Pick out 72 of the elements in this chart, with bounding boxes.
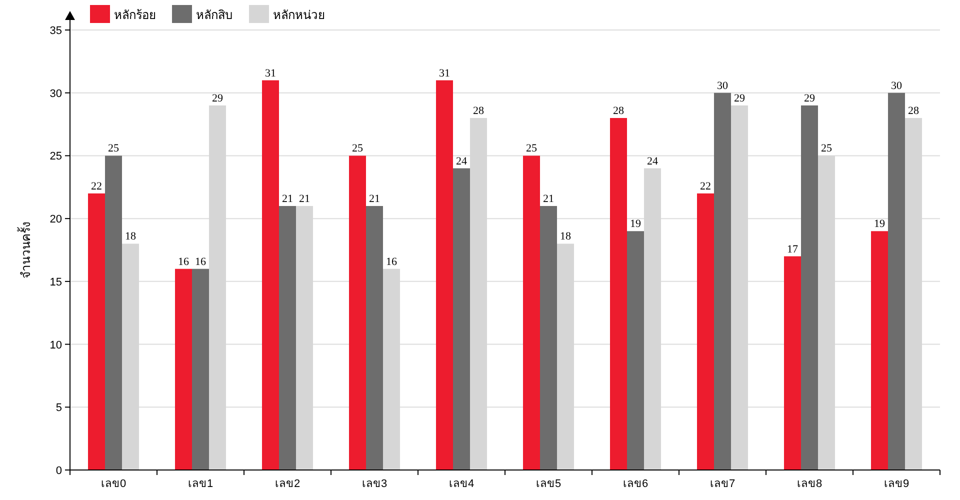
data-label: 24 bbox=[647, 155, 658, 168]
data-label: 19 bbox=[630, 218, 642, 230]
bar bbox=[714, 92, 731, 470]
data-label: 30 bbox=[717, 80, 728, 92]
data-label: 28 bbox=[908, 105, 920, 117]
y-tick-label: 25 bbox=[50, 150, 62, 163]
data-label: 18 bbox=[560, 230, 572, 243]
x-tick-label: เลข0 bbox=[100, 478, 126, 490]
bar bbox=[697, 193, 714, 470]
x-tick-label: เลข6 bbox=[622, 478, 648, 490]
y-tick-label: 10 bbox=[50, 339, 62, 352]
data-label: 29 bbox=[804, 92, 816, 104]
bar bbox=[175, 268, 192, 470]
bar bbox=[279, 206, 296, 470]
x-tick-label: เลข9 bbox=[884, 478, 910, 490]
legend-label: หลักร้อย bbox=[114, 8, 156, 22]
data-label: 29 bbox=[212, 92, 224, 104]
bar bbox=[610, 118, 627, 470]
bar bbox=[540, 206, 557, 470]
data-label: 31 bbox=[265, 67, 276, 80]
data-label: 25 bbox=[352, 142, 364, 155]
data-label: 19 bbox=[874, 218, 886, 230]
bar bbox=[349, 156, 366, 470]
data-label: 22 bbox=[91, 180, 102, 192]
bar bbox=[627, 231, 644, 470]
data-label: 18 bbox=[125, 230, 136, 243]
bar bbox=[105, 156, 122, 470]
data-label: 24 bbox=[456, 155, 468, 168]
y-tick-label: 20 bbox=[50, 214, 62, 226]
bar bbox=[888, 92, 905, 470]
bar bbox=[262, 80, 279, 470]
data-label: 16 bbox=[195, 256, 206, 268]
data-label: 17 bbox=[787, 243, 798, 256]
data-label: 21 bbox=[299, 193, 310, 205]
bar bbox=[784, 256, 801, 470]
bar bbox=[192, 268, 209, 470]
data-label: 25 bbox=[108, 142, 120, 155]
y-tick-label: 30 bbox=[50, 88, 62, 100]
data-label: 28 bbox=[473, 105, 484, 117]
legend-label: หลักหน่วย bbox=[273, 8, 325, 22]
bar bbox=[801, 105, 818, 470]
bar bbox=[366, 206, 383, 470]
data-label: 25 bbox=[821, 142, 832, 155]
bar bbox=[453, 168, 470, 470]
data-label: 16 bbox=[178, 256, 190, 268]
data-label: 21 bbox=[369, 193, 380, 205]
x-tick-label: เลข7 bbox=[710, 478, 736, 490]
x-tick-label: เลข1 bbox=[188, 478, 214, 490]
x-tick-label: เลข5 bbox=[536, 478, 562, 490]
data-label: 28 bbox=[613, 105, 624, 117]
y-tick-label: 15 bbox=[50, 276, 62, 288]
data-label: 16 bbox=[386, 256, 398, 268]
y-tick-label: 35 bbox=[50, 25, 62, 37]
bar bbox=[88, 193, 105, 470]
x-tick-label: เลข3 bbox=[362, 478, 388, 490]
legend-label: หลักสิบ bbox=[196, 8, 233, 22]
y-tick-label: 0 bbox=[56, 465, 62, 477]
x-tick-label: เลข4 bbox=[448, 478, 474, 490]
data-label: 21 bbox=[282, 193, 293, 205]
data-label: 21 bbox=[543, 193, 554, 205]
x-tick-label: เลข8 bbox=[796, 478, 822, 490]
x-tick-label: เลข2 bbox=[274, 478, 300, 490]
data-label: 29 bbox=[734, 92, 746, 104]
data-label: 31 bbox=[439, 67, 450, 80]
data-label: 30 bbox=[891, 80, 902, 92]
bar bbox=[871, 231, 888, 470]
data-label: 22 bbox=[700, 180, 711, 192]
data-label: 25 bbox=[526, 142, 538, 155]
bar bbox=[436, 80, 453, 470]
y-tick-label: 5 bbox=[56, 402, 62, 414]
y-axis-title: จำนวนครั้ง bbox=[17, 222, 33, 278]
bar bbox=[523, 156, 540, 470]
